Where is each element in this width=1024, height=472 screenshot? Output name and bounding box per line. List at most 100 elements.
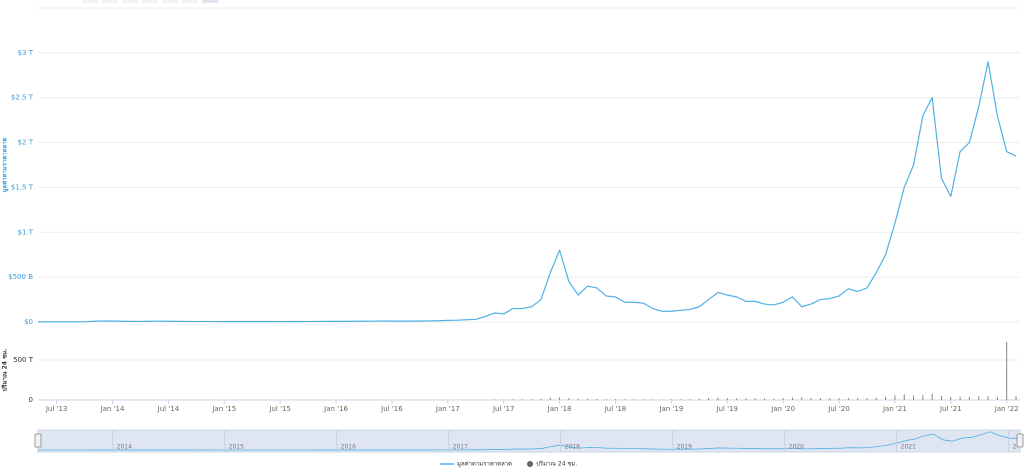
volume-bar (698, 398, 700, 400)
navigator-label: 2 (1013, 444, 1017, 451)
range-buttons (82, 0, 218, 3)
volume-bar (605, 399, 607, 400)
volume-bar (903, 394, 905, 400)
range-button[interactable] (142, 0, 158, 3)
volume-bar (614, 399, 616, 400)
range-button[interactable] (82, 0, 98, 3)
legend-label: มูลค่าตามราคาตลาด (457, 461, 512, 468)
x-tick-label: Jul '20 (827, 405, 850, 413)
y-tick-label: $1.5 T (11, 183, 34, 191)
volume-bar (549, 397, 551, 400)
volume-bar (987, 396, 989, 400)
x-tick-label: Jul '16 (380, 405, 403, 413)
volume-bar (670, 399, 672, 400)
navigator-handle[interactable] (1016, 433, 1024, 448)
volume-bar (857, 398, 859, 400)
volume-bar (726, 398, 728, 400)
volume-bar (512, 399, 514, 400)
volume-bar (633, 399, 635, 400)
volume-bar (736, 398, 738, 400)
y2-tick-label: 0 (29, 396, 33, 404)
y-tick-label: $2 T (18, 139, 34, 147)
volume-bar (568, 398, 570, 400)
volume-bar (531, 399, 533, 400)
legend-label: ปริมาณ 24 ชม. (536, 461, 577, 468)
range-button[interactable] (102, 0, 118, 3)
y-tick-label: $500 B (8, 273, 33, 281)
volume-bar (875, 397, 877, 400)
x-tick-label: Jan '18 (547, 405, 572, 413)
legend-item[interactable]: มูลค่าตามราคาตลาด (440, 461, 512, 468)
x-tick-label: Jan '20 (770, 405, 795, 413)
x-tick-label: Jul '21 (939, 405, 962, 413)
volume-bar (1015, 396, 1017, 400)
range-button[interactable] (182, 0, 198, 3)
volume-bar (493, 399, 495, 400)
volume-bar (689, 399, 691, 400)
volume-bar (968, 396, 970, 400)
x-tick-label: Jul '19 (715, 405, 738, 413)
navigator-label: 2020 (789, 444, 804, 451)
volume-bar (754, 398, 756, 400)
volume-bar (866, 398, 868, 400)
volume-bar (540, 398, 542, 400)
volume-bar (717, 397, 719, 400)
legend-item[interactable]: ปริมาณ 24 ชม. (527, 461, 577, 468)
navigator-label: 2019 (677, 444, 692, 451)
volume-bar (624, 399, 626, 400)
x-tick-label: Jan '17 (435, 405, 460, 413)
navigator-label: 2017 (453, 444, 468, 451)
navigator-label: 2016 (341, 444, 356, 451)
range-button[interactable] (122, 0, 138, 3)
x-tick-label: Jan '21 (882, 405, 907, 413)
y-tick-label: $1 T (18, 228, 34, 236)
volume-bar (745, 398, 747, 400)
volume-bar (773, 398, 775, 400)
volume-bar (922, 395, 924, 400)
range-button[interactable] (202, 0, 218, 3)
volume-bar (708, 398, 710, 400)
x-tick-label: Jan '19 (658, 405, 683, 413)
x-tick-label: Jul '13 (45, 405, 68, 413)
volume-bar (996, 396, 998, 400)
navigator-line (38, 431, 1019, 451)
volume-bar (587, 398, 589, 400)
x-tick-label: Jul '14 (157, 405, 180, 413)
navigator-label: 2018 (565, 444, 580, 451)
volume-bar (810, 398, 812, 400)
x-tick-label: Jul '15 (268, 405, 291, 413)
volume-bar (894, 395, 896, 400)
volume-bar (596, 399, 598, 400)
x-tick-label: Jul '17 (492, 405, 515, 413)
volume-bar (950, 396, 952, 400)
navigator-handle[interactable] (34, 433, 42, 448)
volume-bar (801, 397, 803, 400)
x-tick-label: Jan '14 (100, 405, 125, 413)
volume-bar (1006, 342, 1008, 400)
y-axis-title: มูลค่าตามราคาตลาด (2, 137, 10, 192)
navigator-label: 2021 (901, 444, 916, 451)
volume-bar (782, 398, 784, 400)
volume-bar (978, 396, 980, 400)
volume-bar (652, 399, 654, 400)
volume-bar (791, 397, 793, 400)
volume-bar (940, 396, 942, 400)
volume-bar (885, 396, 887, 400)
y2-axis-title: ปริมาณ 24 ชม. (1, 349, 9, 392)
navigator-label: 2015 (229, 444, 244, 451)
y-tick-label: $2.5 T (11, 94, 34, 102)
volume-bar (819, 398, 821, 400)
volume-bar (829, 398, 831, 400)
volume-bar (577, 398, 579, 400)
range-button[interactable] (162, 0, 178, 3)
x-tick-label: Jul '18 (604, 405, 627, 413)
y-tick-label: $0 (24, 318, 33, 326)
volume-bar (847, 398, 849, 400)
volume-bar (931, 393, 933, 400)
volume-bar (642, 399, 644, 400)
y2-tick-label: 500 T (13, 356, 34, 364)
volume-bar (680, 399, 682, 400)
volume-bar (913, 395, 915, 400)
x-tick-label: Jan '16 (323, 405, 348, 413)
